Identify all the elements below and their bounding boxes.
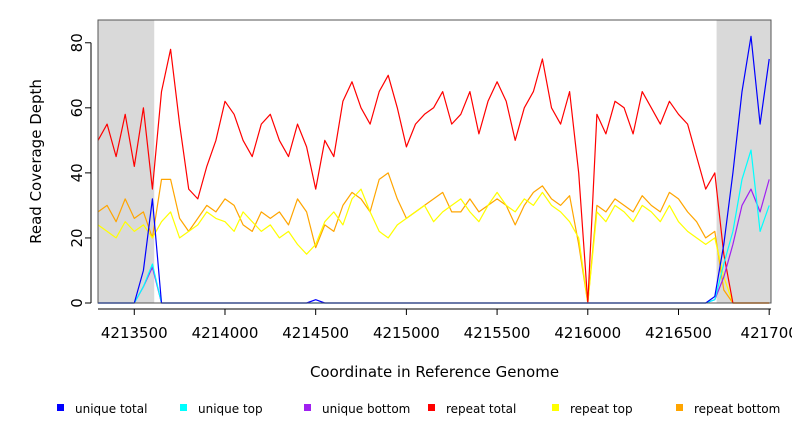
x-tick-label: 4215500 xyxy=(464,324,531,342)
series-line-repeat-total xyxy=(97,48,770,304)
legend-item-unique-bottom: unique bottom xyxy=(304,402,410,416)
series-line-unique-total xyxy=(98,35,770,304)
y-axis-label: Read Coverage Depth xyxy=(27,79,45,244)
legend-swatch xyxy=(304,404,311,411)
legend-swatch xyxy=(428,404,435,411)
y-axis: 0 20 40 60 80 xyxy=(68,33,92,308)
legend-swatch xyxy=(676,404,683,411)
y-tick-label: 0 xyxy=(68,298,86,308)
x-tick-label: 4213500 xyxy=(101,324,168,342)
x-tick-label: 4216000 xyxy=(554,324,621,342)
legend: unique total unique top unique bottom repea… xyxy=(57,402,780,416)
legend-swatch xyxy=(552,404,559,411)
legend-item-repeat-bottom: repeat bottom xyxy=(676,402,780,416)
legend-label: unique top xyxy=(198,402,263,416)
y-tick-label: 60 xyxy=(68,98,86,117)
x-axis-label: Coordinate in Reference Genome xyxy=(310,363,559,381)
legend-item-repeat-top: repeat top xyxy=(552,402,633,416)
legend-label: unique bottom xyxy=(322,402,410,416)
x-tick-label: 4214500 xyxy=(282,324,349,342)
shaded-regions xyxy=(98,20,771,303)
y-tick-label: 40 xyxy=(68,163,86,182)
x-tick-label: 4215000 xyxy=(373,324,440,342)
legend-label: repeat total xyxy=(446,402,516,416)
legend-swatch xyxy=(180,404,187,411)
legend-label: repeat top xyxy=(570,402,633,416)
y-tick-label: 80 xyxy=(68,33,86,52)
legend-swatch xyxy=(57,404,64,411)
legend-label: repeat bottom xyxy=(694,402,780,416)
legend-item-unique-total: unique total xyxy=(57,402,147,416)
legend-item-repeat-total: repeat total xyxy=(428,402,516,416)
y-tick-label: 20 xyxy=(68,228,86,247)
series-line-unique-top xyxy=(98,149,770,304)
plot-frame xyxy=(97,19,772,304)
legend-label: unique total xyxy=(75,402,147,416)
x-tick-label: 4216500 xyxy=(645,324,712,342)
series-line-repeat-bottom xyxy=(97,172,770,304)
x-axis: 4213500 4214000 4214500 4215000 4215500 42160… xyxy=(98,308,792,342)
shaded-region-1 xyxy=(98,20,155,303)
series-lines xyxy=(97,35,770,304)
legend-item-unique-top: unique top xyxy=(180,402,263,416)
x-tick-label: 4214000 xyxy=(192,324,259,342)
series-line-repeat-top xyxy=(97,188,770,304)
